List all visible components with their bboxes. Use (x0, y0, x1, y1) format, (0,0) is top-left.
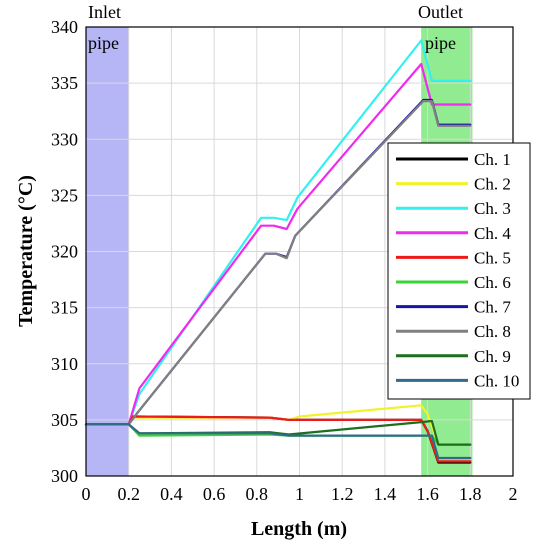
series-lines (84, 39, 472, 464)
series-line-ch4 (84, 62, 472, 426)
legend: Ch. 1 Ch. 2 Ch. 3 Ch. 4 Ch. 5 Ch. 6 Ch. 7 Ch. 8… (387, 142, 531, 400)
legend-label-ch10: Ch. 10 (474, 371, 519, 390)
x-tick-label: 0.2 (117, 484, 140, 504)
x-tick-label: 0.4 (160, 484, 183, 504)
x-tick-label: 0 (82, 484, 91, 504)
x-tick-label: 0.6 (203, 484, 226, 504)
y-tick-label: 320 (51, 242, 78, 262)
x-axis-title: Length (m) (251, 518, 347, 540)
x-tick-label: 1.6 (416, 484, 439, 504)
series-line-ch10 (84, 423, 472, 460)
y-tick-label: 310 (51, 354, 78, 374)
y-tick-label: 335 (51, 73, 78, 93)
legend-label-ch2: Ch. 2 (474, 175, 511, 194)
legend-label-ch3: Ch. 3 (474, 199, 511, 218)
legend-label-ch7: Ch. 7 (474, 298, 511, 317)
x-tick-label: 1.2 (331, 484, 354, 504)
inlet-label-line1: Inlet (88, 2, 121, 22)
y-tick-label: 340 (51, 17, 78, 37)
legend-label-ch8: Ch. 8 (474, 322, 511, 341)
y-tick-label: 300 (51, 466, 78, 486)
y-tick-labels: 300 305 310 315 320 325 330 335 340 (51, 17, 78, 486)
x-tick-label: 1.4 (374, 484, 397, 504)
legend-label-ch4: Ch. 4 (474, 224, 511, 243)
y-tick-label: 325 (51, 185, 78, 205)
x-tick-label: 2 (509, 484, 518, 504)
y-tick-label: 305 (51, 410, 78, 430)
y-axis-title: Temperature (°C) (15, 175, 37, 327)
x-tick-label: 1 (295, 484, 304, 504)
legend-label-ch1: Ch. 1 (474, 150, 511, 169)
y-tick-label: 330 (51, 129, 78, 149)
inlet-label-line2: pipe (88, 33, 119, 53)
series-line-ch2 (84, 404, 472, 446)
x-tick-label: 1.8 (459, 484, 482, 504)
region-labels: Inlet pipe Outlet pipe (88, 2, 463, 53)
outlet-label-line2: pipe (425, 33, 456, 53)
y-tick-label: 315 (51, 298, 78, 318)
legend-label-ch6: Ch. 6 (474, 273, 511, 292)
x-tick-labels: 0 0.2 0.4 0.6 0.8 1 1.2 1.4 1.6 1.8 2 (82, 484, 518, 504)
legend-label-ch5: Ch. 5 (474, 248, 511, 267)
series-line-ch8 (84, 99, 472, 426)
x-tick-label: 0.8 (246, 484, 269, 504)
legend-label-ch9: Ch. 9 (474, 347, 511, 366)
outlet-label-line1: Outlet (418, 2, 463, 22)
